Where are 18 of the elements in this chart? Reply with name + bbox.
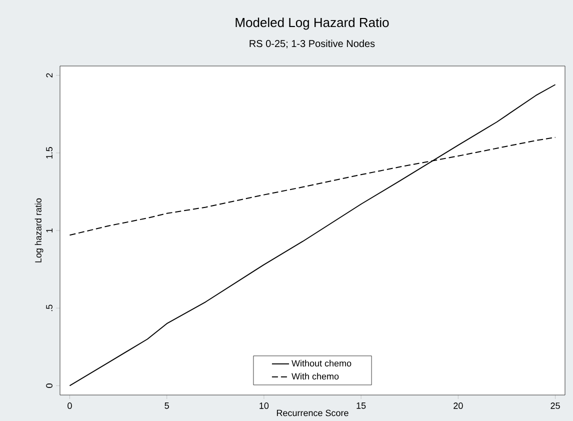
x-tick-label: 20 <box>454 402 463 409</box>
x-axis-title: Recurrence Score <box>276 410 348 416</box>
chart-title: Modeled Log Hazard Ratio <box>236 18 389 30</box>
line-series <box>69 84 556 386</box>
x-tick-label: 10 <box>260 402 269 409</box>
y-tick-label: 2 <box>46 73 52 78</box>
x-tick-label: 5 <box>164 402 169 409</box>
x-tick-label: 0 <box>68 402 72 409</box>
y-tick-label: 1.5 <box>46 147 52 158</box>
chart-subtitle: RS 0-25; 1-3 Positive Nodes <box>250 40 375 48</box>
y-tick-label: 0 <box>46 384 52 388</box>
y-tick-label: .5 <box>46 304 52 312</box>
x-tick-label: 25 <box>550 402 560 409</box>
legend-label: Without chemo <box>292 360 352 367</box>
legend-label: With chemo <box>292 372 339 380</box>
y-tick-label: 1 <box>46 228 52 232</box>
x-tick-label: 15 <box>356 402 366 409</box>
y-axis-title: Log hazard ratio <box>34 198 44 262</box>
